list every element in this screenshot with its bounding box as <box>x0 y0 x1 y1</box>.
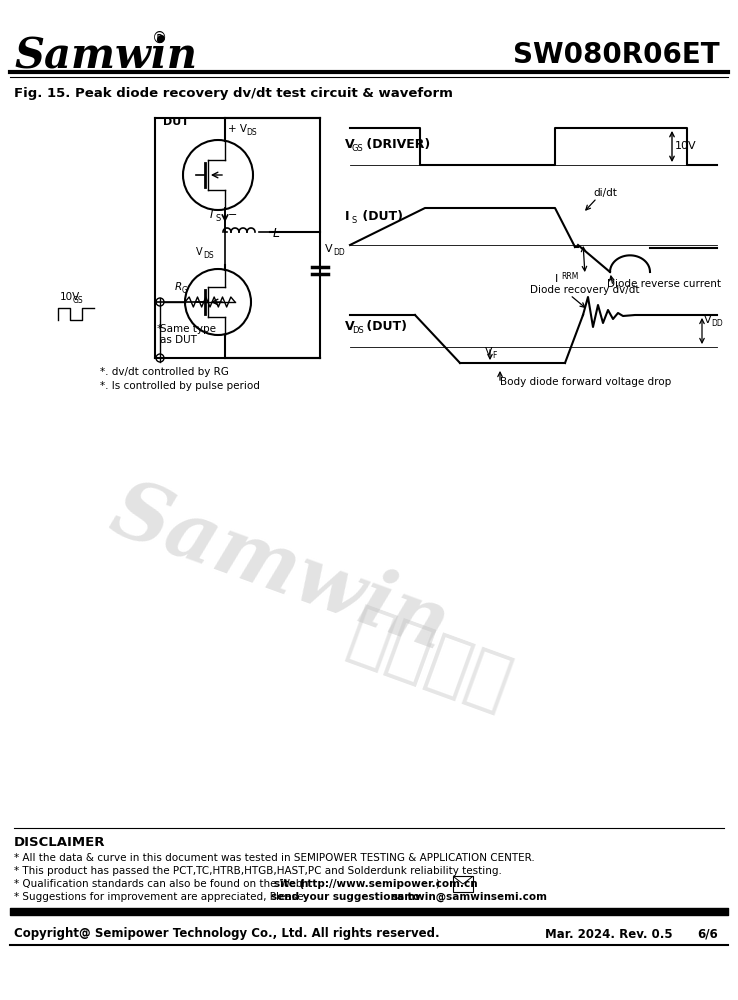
Text: DS: DS <box>352 326 364 335</box>
Text: http://www.semipower.com.cn: http://www.semipower.com.cn <box>300 879 477 889</box>
Text: 10V: 10V <box>60 292 80 302</box>
Text: (DRIVER): (DRIVER) <box>362 138 430 151</box>
Text: L: L <box>273 227 280 240</box>
Text: di/dt: di/dt <box>593 188 617 198</box>
Text: SW080R06ET: SW080R06ET <box>514 41 720 69</box>
Text: S: S <box>352 216 357 225</box>
Text: Mar. 2024. Rev. 0.5: Mar. 2024. Rev. 0.5 <box>545 928 672 940</box>
Text: S: S <box>216 214 221 223</box>
Text: 6/6: 6/6 <box>697 928 718 940</box>
Text: Same type: Same type <box>160 324 216 334</box>
Text: 内部保密: 内部保密 <box>340 600 520 720</box>
Text: (DUT): (DUT) <box>358 210 403 223</box>
Text: + V: + V <box>228 124 247 134</box>
Text: −: − <box>228 210 238 220</box>
Text: site (: site ( <box>274 879 304 889</box>
Text: 10V: 10V <box>675 141 697 151</box>
Text: ): ) <box>435 879 439 889</box>
Text: Body diode forward voltage drop: Body diode forward voltage drop <box>500 377 672 387</box>
Text: Fig. 15. Peak diode recovery dv/dt test circuit & waveform: Fig. 15. Peak diode recovery dv/dt test … <box>14 87 453 100</box>
Text: Copyright@ Semipower Technology Co., Ltd. All rights reserved.: Copyright@ Semipower Technology Co., Ltd… <box>14 928 440 940</box>
Text: V: V <box>704 315 711 325</box>
Text: Diode recovery dv/dt: Diode recovery dv/dt <box>530 285 640 295</box>
Text: DS: DS <box>246 128 257 137</box>
Text: Samwin: Samwin <box>14 34 197 76</box>
Text: (DUT): (DUT) <box>362 320 407 333</box>
Text: F: F <box>492 351 497 360</box>
Text: I: I <box>555 274 558 284</box>
Text: *. Is controlled by pulse period: *. Is controlled by pulse period <box>100 381 260 391</box>
Text: samwin@samwinsemi.com: samwin@samwinsemi.com <box>392 892 548 902</box>
Text: * All the data & curve in this document was tested in SEMIPOWER TESTING & APPLIC: * All the data & curve in this document … <box>14 853 535 863</box>
Text: * Suggestions for improvement are appreciated, Please: * Suggestions for improvement are apprec… <box>14 892 307 902</box>
Text: send your suggestions to: send your suggestions to <box>271 892 424 902</box>
Text: RRM: RRM <box>561 272 579 281</box>
Text: as DUT: as DUT <box>160 335 197 345</box>
Text: V: V <box>345 320 355 333</box>
Text: V: V <box>485 347 493 357</box>
Text: GS: GS <box>73 296 83 305</box>
Text: Samwin: Samwin <box>100 473 460 667</box>
Text: I: I <box>210 210 213 220</box>
Text: * Qualification standards can also be found on the Web: * Qualification standards can also be fo… <box>14 879 306 889</box>
Text: DISCLAIMER: DISCLAIMER <box>14 836 106 850</box>
Text: V: V <box>325 244 333 254</box>
Text: GS: GS <box>352 144 364 153</box>
Text: *: * <box>157 324 162 334</box>
Text: * This product has passed the PCT,TC,HTRB,HTGB,HAST,PC and Solderdunk reliabilit: * This product has passed the PCT,TC,HTR… <box>14 866 502 876</box>
Text: DD: DD <box>333 248 345 257</box>
Text: V: V <box>345 138 355 151</box>
Text: *. dv/dt controlled by RG: *. dv/dt controlled by RG <box>100 367 229 377</box>
Text: V: V <box>196 247 203 257</box>
Text: R: R <box>175 282 182 292</box>
Text: ®: ® <box>152 30 168 45</box>
Text: DUT: DUT <box>163 117 189 127</box>
Text: DD: DD <box>711 319 723 328</box>
Text: I: I <box>345 210 350 223</box>
Text: DS: DS <box>203 251 213 260</box>
Text: G: G <box>182 286 188 295</box>
Text: Diode reverse current: Diode reverse current <box>607 279 721 289</box>
